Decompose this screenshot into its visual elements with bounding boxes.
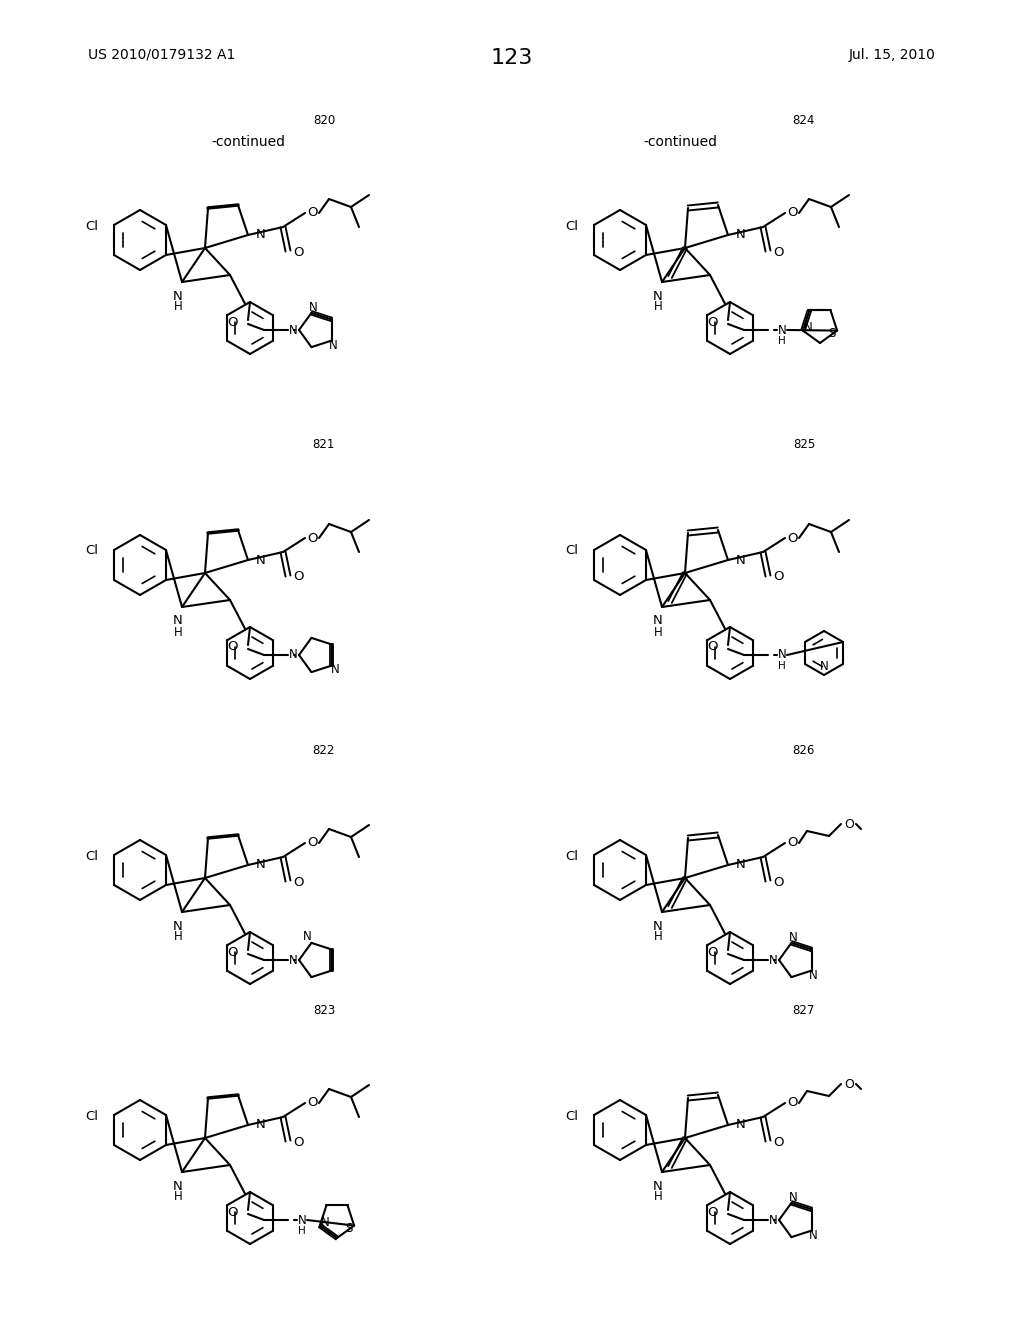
Text: Cl: Cl (85, 219, 98, 232)
Text: O: O (708, 1205, 718, 1218)
Text: N: N (653, 920, 663, 932)
Text: O: O (227, 640, 238, 653)
Text: N: N (736, 858, 745, 871)
Text: N: N (173, 920, 183, 932)
Text: O: O (227, 1205, 238, 1218)
Text: O: O (307, 532, 317, 544)
Text: 824: 824 (793, 114, 815, 127)
Text: O: O (844, 1077, 854, 1090)
Text: O: O (293, 246, 303, 259)
Text: N: N (329, 339, 338, 352)
Text: -continued: -continued (211, 135, 285, 149)
Text: O: O (293, 875, 303, 888)
Text: N: N (736, 228, 745, 242)
Text: N: N (256, 1118, 266, 1131)
Text: H: H (778, 661, 785, 671)
Text: H: H (298, 1226, 306, 1236)
Text: N: N (790, 932, 798, 944)
Text: N: N (804, 321, 812, 334)
Text: O: O (307, 837, 317, 850)
Text: O: O (773, 875, 783, 888)
Text: Cl: Cl (565, 1110, 578, 1122)
Text: N: N (653, 1180, 663, 1192)
Text: 820: 820 (312, 114, 335, 127)
Text: 822: 822 (312, 743, 335, 756)
Text: O: O (708, 945, 718, 958)
Text: O: O (227, 315, 238, 329)
Text: N: N (809, 969, 818, 982)
Text: O: O (786, 837, 798, 850)
Text: 123: 123 (490, 48, 534, 69)
Text: N: N (769, 1213, 777, 1226)
Text: N: N (256, 228, 266, 242)
Text: N: N (769, 953, 777, 966)
Text: N: N (331, 663, 340, 676)
Text: N: N (809, 1229, 818, 1242)
Text: H: H (653, 931, 663, 944)
Text: -continued: -continued (643, 135, 717, 149)
Text: S: S (828, 327, 836, 341)
Text: N: N (653, 289, 663, 302)
Text: H: H (174, 301, 182, 314)
Text: Cl: Cl (85, 1110, 98, 1122)
Text: O: O (293, 570, 303, 583)
Text: US 2010/0179132 A1: US 2010/0179132 A1 (88, 48, 236, 62)
Text: O: O (773, 1135, 783, 1148)
Text: S: S (345, 1222, 353, 1236)
Text: N: N (256, 553, 266, 566)
Text: O: O (293, 1135, 303, 1148)
Text: O: O (786, 532, 798, 544)
Text: O: O (844, 817, 854, 830)
Text: 827: 827 (793, 1003, 815, 1016)
Text: 826: 826 (793, 743, 815, 756)
Text: O: O (708, 640, 718, 653)
Text: Jul. 15, 2010: Jul. 15, 2010 (849, 48, 936, 62)
Text: Cl: Cl (565, 544, 578, 557)
Text: H: H (653, 1191, 663, 1204)
Text: O: O (307, 1097, 317, 1110)
Text: H: H (653, 301, 663, 314)
Text: O: O (307, 206, 317, 219)
Text: N: N (736, 1118, 745, 1131)
Text: O: O (708, 315, 718, 329)
Text: N: N (736, 553, 745, 566)
Text: O: O (786, 1097, 798, 1110)
Text: N: N (298, 1213, 306, 1226)
Text: O: O (227, 945, 238, 958)
Text: Cl: Cl (85, 850, 98, 862)
Text: N: N (289, 323, 297, 337)
Text: Cl: Cl (565, 219, 578, 232)
Text: H: H (174, 1191, 182, 1204)
Text: N: N (309, 301, 317, 314)
Text: 821: 821 (312, 438, 335, 451)
Text: N: N (289, 648, 297, 661)
Text: O: O (773, 246, 783, 259)
Text: N: N (653, 615, 663, 627)
Text: H: H (778, 337, 785, 346)
Text: 825: 825 (793, 438, 815, 451)
Text: N: N (173, 615, 183, 627)
Text: N: N (321, 1216, 330, 1229)
Text: N: N (256, 858, 266, 871)
Text: H: H (653, 626, 663, 639)
Text: N: N (777, 323, 786, 337)
Text: O: O (773, 570, 783, 583)
Text: H: H (174, 931, 182, 944)
Text: N: N (777, 648, 786, 661)
Text: Cl: Cl (565, 850, 578, 862)
Text: N: N (289, 953, 297, 966)
Text: N: N (173, 1180, 183, 1192)
Text: 823: 823 (312, 1003, 335, 1016)
Text: H: H (174, 626, 182, 639)
Text: N: N (303, 931, 312, 944)
Text: N: N (819, 660, 828, 673)
Text: Cl: Cl (85, 544, 98, 557)
Text: N: N (173, 289, 183, 302)
Text: O: O (786, 206, 798, 219)
Text: N: N (790, 1192, 798, 1204)
